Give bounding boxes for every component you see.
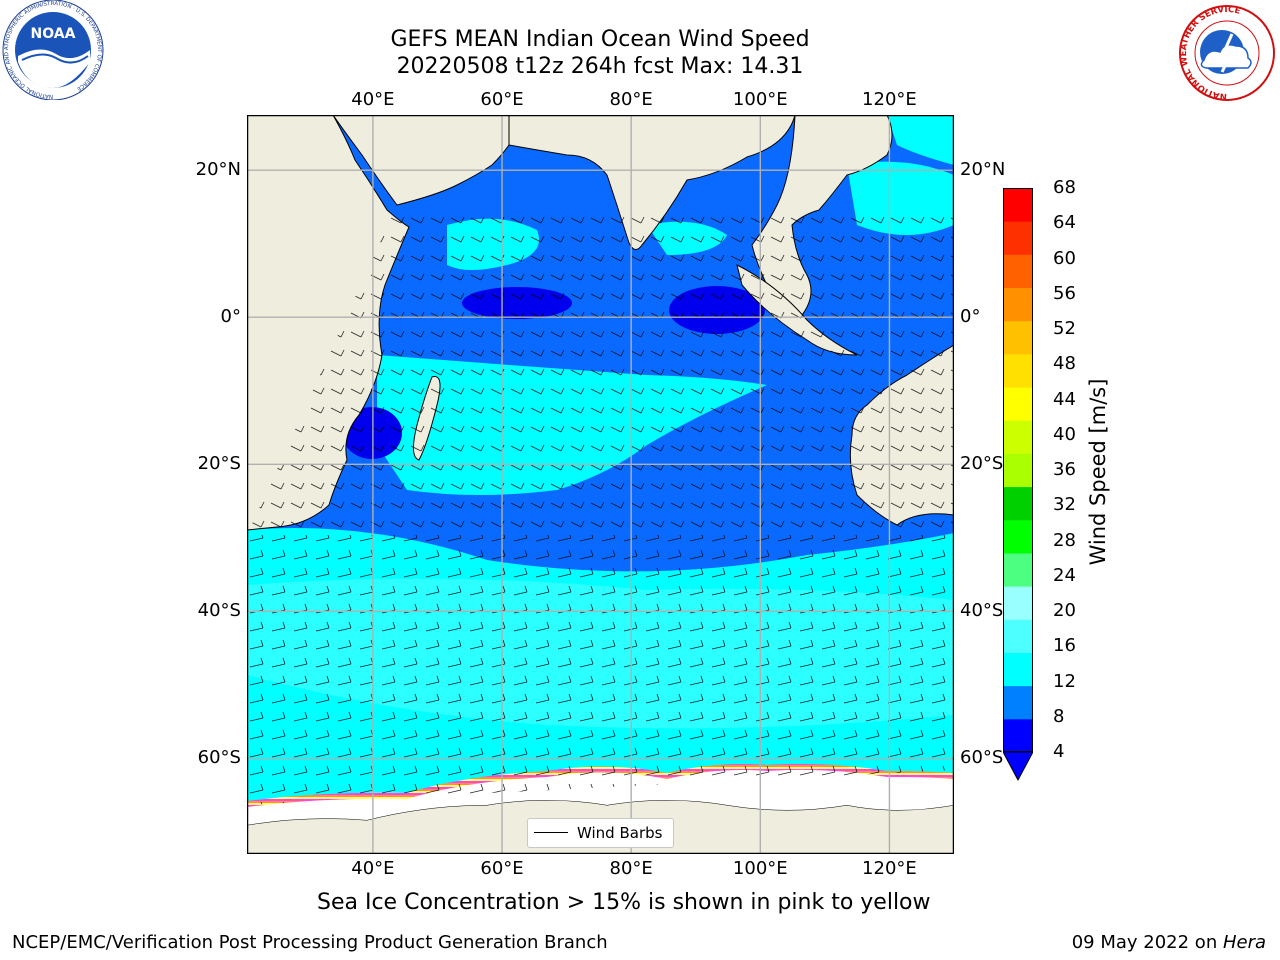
colorbar-tick-label: 32 <box>1053 494 1076 516</box>
colorbar-label: Wind Speed [m/s] <box>1086 378 1110 566</box>
sea-ice-note: Sea Ice Concentration > 15% is shown in … <box>317 890 931 915</box>
lon-tick-label-bottom: 40°E <box>351 858 395 879</box>
colorbar-tick-label: 24 <box>1053 564 1076 586</box>
colorbar-cell <box>1003 387 1033 421</box>
gridlines <box>247 115 954 854</box>
colorbar-tick-label: 60 <box>1053 247 1076 269</box>
lon-tick-label-bottom: 80°E <box>609 858 653 879</box>
lat-tick-label-right: 60°S <box>960 747 1004 769</box>
noaa-logo-text: NOAA <box>31 26 76 42</box>
wind-speed-colorbar <box>1003 188 1033 782</box>
lon-tick-label-top: 60°E <box>480 89 524 110</box>
colorbar-cell <box>1003 221 1033 255</box>
wind-barbs-legend: Wind Barbs <box>527 818 674 848</box>
colorbar-tick-label: 4 <box>1053 741 1065 762</box>
colorbar-tick-label: 48 <box>1053 353 1076 375</box>
lon-tick-label-bottom: 120°E <box>862 858 917 879</box>
lat-tick-label-right: 20°N <box>960 159 1006 181</box>
lon-tick-label-top: 120°E <box>862 89 917 110</box>
colorbar-cell <box>1003 685 1033 720</box>
wind-barbs-north <box>247 205 954 535</box>
colorbar-cell <box>1003 188 1033 222</box>
chart-subtitle: 20220508 t12z 264h fcst Max: 14.31 <box>396 54 804 79</box>
lat-tick-label-left: 20°N <box>195 159 241 181</box>
wind-barbs-south <box>247 535 954 805</box>
noaa-logo: NATIONAL OCEANIC AND ATMOSPHERIC ADMINIS… <box>2 0 104 100</box>
footer-credit: NCEP/EMC/Verification Post Processing Pr… <box>12 932 608 953</box>
colorbar-cell <box>1003 287 1033 322</box>
colorbar-cell <box>1003 586 1033 620</box>
colorbar-cell <box>1003 254 1033 289</box>
colorbar-cell <box>1003 486 1033 521</box>
footer-date: 09 May 2022 on Hera <box>1072 932 1266 953</box>
nws-logo: NATIONAL WEATHER SERVICE <box>1179 5 1275 101</box>
legend-label: Wind Barbs <box>577 824 663 842</box>
colorbar-tick-label: 28 <box>1053 529 1076 551</box>
footer-host: Hera <box>1222 932 1266 953</box>
colorbar-extend-arrow <box>1003 751 1033 782</box>
colorbar-tick-label: 52 <box>1053 318 1076 339</box>
legend-line-symbol <box>534 832 568 833</box>
colorbar-tick-label: 68 <box>1053 177 1076 198</box>
lat-tick-label-right: 0° <box>960 306 981 328</box>
colorbar-tick-label: 36 <box>1053 459 1076 480</box>
colorbar-tick-label: 44 <box>1053 388 1076 410</box>
lon-tick-label-top: 100°E <box>732 89 788 110</box>
sea-cyan-ne <box>887 115 954 165</box>
lat-tick-label-left: 20°S <box>197 453 241 475</box>
lat-tick-label-right: 20°S <box>960 453 1004 475</box>
colorbar-tick-label: 40 <box>1053 423 1076 445</box>
chart-title: GEFS MEAN Indian Ocean Wind Speed <box>390 27 810 52</box>
colorbar-cell <box>1003 320 1033 355</box>
colorbar-cell <box>1003 420 1033 454</box>
colorbar-cell <box>1003 718 1033 753</box>
wind-speed-map <box>247 115 954 854</box>
colorbar-cell <box>1003 519 1033 554</box>
colorbar-cell <box>1003 453 1033 488</box>
lon-tick-label-top: 80°E <box>609 89 653 110</box>
lon-tick-label-top: 40°E <box>351 89 395 110</box>
footer-date-text: 09 May 2022 on <box>1071 932 1223 953</box>
colorbar-tick-label: 64 <box>1053 212 1076 234</box>
colorbar-tick-label: 20 <box>1053 600 1076 621</box>
lat-tick-label-right: 40°S <box>960 600 1004 622</box>
colorbar-tick-label: 16 <box>1053 635 1076 657</box>
lat-tick-label-left: 0° <box>220 306 241 328</box>
colorbar-cell <box>1003 652 1033 687</box>
sea-ice <box>247 767 954 825</box>
lon-tick-label-bottom: 100°E <box>732 858 788 879</box>
colorbar-tick-label: 8 <box>1053 705 1065 727</box>
colorbar-tick-label: 56 <box>1053 282 1076 304</box>
colorbar-tick-label: 12 <box>1053 670 1076 692</box>
lat-tick-label-left: 40°S <box>197 600 241 622</box>
colorbar-cell <box>1003 619 1033 653</box>
colorbar-cell <box>1003 552 1033 587</box>
map-panel: Wind Barbs <box>247 115 954 854</box>
lon-tick-label-bottom: 60°E <box>480 858 524 879</box>
colorbar-cell <box>1003 353 1033 388</box>
lat-tick-label-left: 60°S <box>197 747 241 769</box>
